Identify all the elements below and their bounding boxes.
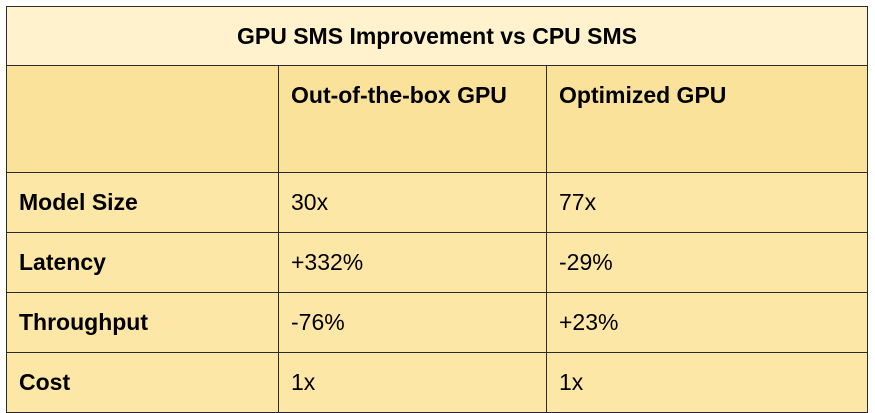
cell-throughput-optimized: +23% (545, 292, 869, 353)
cell-latency-optimized: -29% (545, 232, 869, 293)
header-row: Out-of-the-box GPU Optimized GPU (6, 65, 869, 173)
row-label-latency: Latency (6, 232, 279, 293)
cell-throughput-oob: -76% (278, 292, 547, 353)
table-title: GPU SMS Improvement vs CPU SMS (5, 6, 869, 66)
table-row: Model Size 30x 77x (6, 172, 869, 233)
table-row: Cost 1x 1x (6, 352, 869, 413)
comparison-table: GPU SMS Improvement vs CPU SMS Out-of-th… (5, 6, 869, 413)
row-label-cost: Cost (6, 352, 279, 413)
cell-latency-oob: +332% (278, 232, 547, 293)
header-optimized-gpu: Optimized GPU (545, 65, 869, 173)
row-label-model-size: Model Size (6, 172, 279, 233)
title-row: GPU SMS Improvement vs CPU SMS (5, 6, 869, 66)
row-label-throughput: Throughput (6, 292, 279, 353)
cell-model-size-optimized: 77x (545, 172, 869, 233)
table-row: Throughput -76% +23% (6, 292, 869, 353)
header-empty-cell (6, 65, 279, 173)
table-row: Latency +332% -29% (6, 232, 869, 293)
cell-cost-optimized: 1x (545, 352, 869, 413)
cell-model-size-oob: 30x (278, 172, 547, 233)
comparison-table-container: GPU SMS Improvement vs CPU SMS Out-of-th… (5, 6, 869, 413)
header-out-of-the-box-gpu: Out-of-the-box GPU (278, 65, 547, 173)
cell-cost-oob: 1x (278, 352, 547, 413)
